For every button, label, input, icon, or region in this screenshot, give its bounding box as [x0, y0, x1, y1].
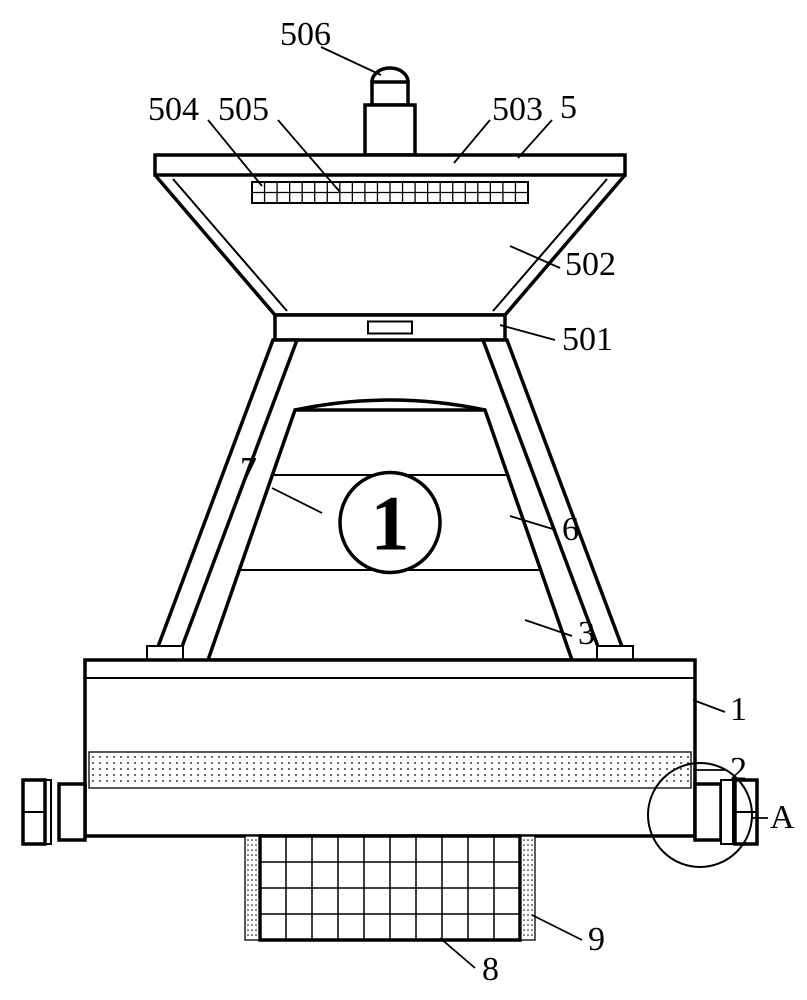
label-n3: 3: [578, 615, 595, 652]
label-n5: 5: [560, 89, 577, 126]
label-n6: 6: [562, 511, 579, 548]
label-n505: 505: [218, 91, 269, 128]
label-n2: 2: [730, 751, 747, 788]
label-n501: 501: [562, 321, 613, 358]
label-n502: 502: [565, 246, 616, 283]
label-n503: 503: [492, 91, 543, 128]
label-n504: 504: [148, 91, 199, 128]
label-n9: 9: [588, 921, 605, 958]
label-n506: 506: [280, 16, 331, 53]
center-number: 1: [371, 480, 410, 567]
label-n7: 7: [240, 451, 257, 488]
label-n8: 8: [482, 951, 499, 988]
label-nA: A: [770, 799, 795, 836]
label-n1: 1: [730, 691, 747, 728]
